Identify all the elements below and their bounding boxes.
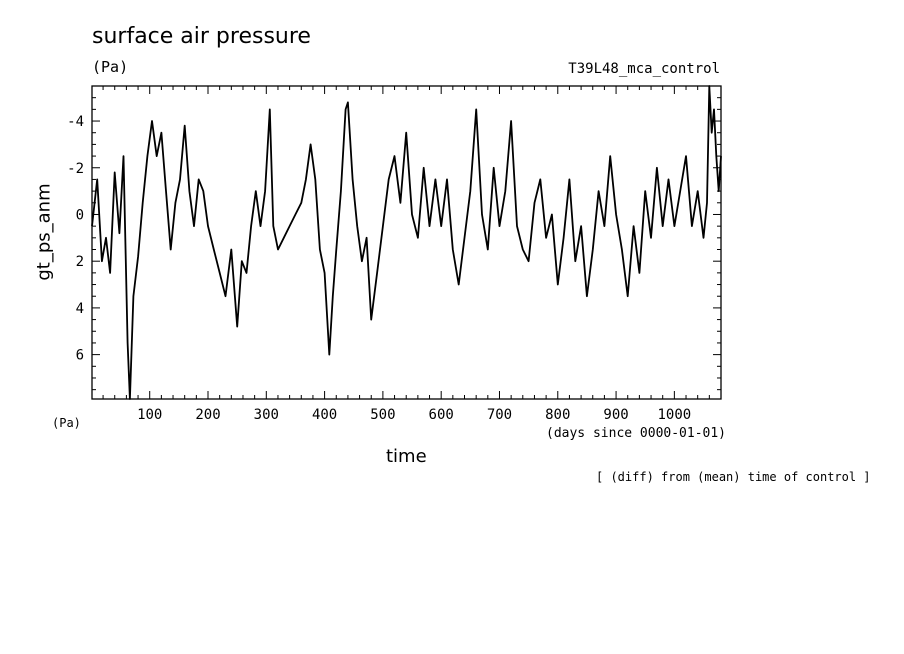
x-tick-label: 700	[487, 407, 512, 423]
y-tick-label: -2	[67, 161, 84, 177]
x-tick-label: 600	[429, 407, 454, 423]
x-tick-label: 500	[370, 407, 395, 423]
y-tick-label: 0	[76, 207, 84, 223]
x-tick-label: 200	[195, 407, 220, 423]
plot-frame	[91, 85, 722, 400]
series-group	[91, 85, 722, 400]
series-line-0	[91, 85, 722, 400]
chart-note: [ (diff) from (mean) time of control ]	[596, 470, 871, 484]
x-axis-label: time	[386, 446, 427, 467]
x-tick-label: 900	[603, 407, 628, 423]
chart-title: surface air pressure	[92, 24, 311, 49]
units-label-top: (Pa)	[92, 58, 129, 76]
axis-tick-labels: 100 200 300 400 500 600 700 800 900 1000 -4 -2 0 2 4 6	[67, 114, 691, 423]
y-tick-label: 2	[76, 254, 84, 270]
run-name-label: T39L48_mca_control	[568, 61, 720, 77]
x-tick-label: 400	[312, 407, 337, 423]
x-axis-units: (days since 0000-01-01)	[546, 426, 727, 441]
y-tick-label: 6	[76, 348, 84, 364]
x-tick-label: 800	[545, 407, 570, 423]
x-tick-label: 300	[254, 407, 279, 423]
units-label-bottom: (Pa)	[52, 416, 81, 430]
y-tick-label: 4	[76, 301, 84, 317]
x-tick-label: 1000	[658, 407, 692, 423]
y-tick-label: -4	[67, 114, 84, 130]
x-tick-label: 100	[137, 407, 162, 423]
